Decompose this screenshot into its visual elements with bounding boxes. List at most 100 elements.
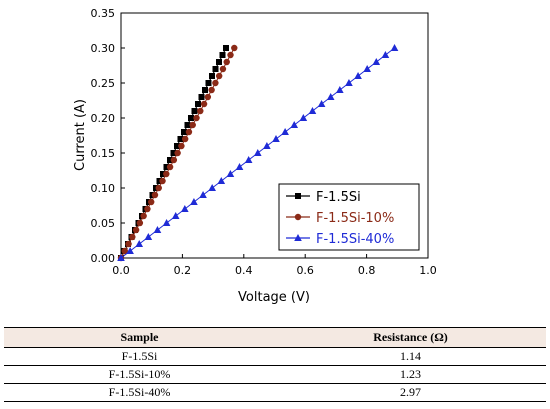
data-point (129, 233, 136, 241)
data-point (117, 254, 125, 261)
x-tick-label: 1.0 (419, 264, 437, 277)
y-tick-label: 0.10 (91, 182, 116, 195)
data-point (190, 198, 198, 205)
y-tick-label: 0.35 (91, 7, 116, 20)
data-point (326, 93, 335, 100)
y-tick-label: 0.30 (91, 42, 116, 55)
header-sample: Sample (4, 327, 275, 348)
data-point (184, 122, 191, 128)
legend: F-1.5Si F-1.5Si-10% F-1.5Si-40% (278, 183, 420, 251)
data-point (212, 79, 219, 87)
data-point (354, 72, 362, 79)
data-point (162, 219, 171, 226)
data-point (299, 114, 308, 121)
data-point (163, 164, 170, 170)
data-point (226, 170, 235, 177)
data-point (148, 198, 155, 206)
data-point (125, 240, 132, 248)
table-header-row: Sample Resistance (Ω) (4, 327, 546, 348)
data-point (177, 136, 184, 142)
data-point (178, 142, 185, 150)
data-point (181, 135, 189, 143)
data-point (155, 184, 162, 192)
data-point (166, 163, 174, 171)
data-point (135, 240, 144, 247)
data-point (372, 58, 381, 65)
x-tick-label: 0.0 (112, 264, 130, 277)
data-point (199, 191, 207, 198)
x-tick-label: 0.2 (174, 264, 192, 277)
y-tick-label: 0.05 (91, 217, 116, 230)
data-point (126, 247, 134, 254)
cell-sample: F-1.5Si-10% (4, 365, 275, 384)
series-3 (117, 44, 399, 261)
data-point (219, 65, 227, 73)
x-axis-ticks: 0.0 0.2 0.4 0.6 0.8 1.0 (112, 254, 437, 277)
data-point (144, 205, 151, 213)
plot-frame (120, 12, 429, 259)
table-row: F-1.5Si-10% 1.23 (4, 365, 546, 384)
x-tick-label: 0.8 (358, 264, 376, 277)
data-point (345, 79, 353, 86)
data-point (174, 149, 181, 157)
data-point (253, 149, 262, 156)
cell-resistance: 2.97 (275, 383, 546, 402)
x-axis-title: Voltage (V) (238, 290, 310, 305)
data-point (198, 94, 205, 100)
data-point (281, 128, 289, 135)
data-point (197, 107, 204, 115)
data-point (222, 45, 229, 51)
cell-sample: F-1.5Si-40% (4, 383, 275, 402)
table-row: F-1.5Si-40% 2.97 (4, 383, 546, 402)
data-point (151, 191, 159, 199)
table-row: F-1.5Si 1.14 (4, 347, 546, 366)
data-point (185, 128, 193, 136)
data-point (219, 52, 226, 58)
legend-label: F-1.5Si (316, 190, 361, 205)
data-point (193, 114, 200, 122)
data-point (227, 51, 234, 59)
cell-resistance: 1.23 (275, 365, 546, 384)
data-point (212, 66, 219, 72)
data-point (181, 205, 189, 212)
data-point (336, 86, 344, 93)
data-point (231, 44, 238, 52)
data-point (363, 65, 371, 72)
data-point (205, 80, 212, 86)
data-point (121, 247, 128, 255)
x-tick-label: 0.6 (296, 264, 314, 277)
data-point (163, 170, 170, 178)
legend-marker (294, 234, 302, 241)
data-point (200, 100, 208, 108)
data-point (204, 93, 212, 101)
data-point (390, 44, 399, 51)
data-point (290, 121, 299, 128)
y-axis-ticks: 0.00 0.05 0.10 0.15 0.20 0.25 0.30 0.35 (91, 7, 125, 265)
data-point (201, 87, 208, 93)
legend-marker (294, 213, 302, 221)
data-point (223, 58, 230, 66)
series-2 (117, 44, 238, 262)
data-point (170, 150, 177, 156)
data-point (136, 219, 144, 227)
data-point (159, 171, 166, 177)
data-point (166, 157, 173, 163)
data-point (187, 115, 194, 121)
header-resistance: Resistance (Ω) (275, 327, 546, 348)
data-point (194, 101, 201, 107)
data-point (180, 129, 187, 135)
data-point (263, 142, 271, 149)
data-point (215, 72, 223, 80)
data-point (208, 73, 215, 79)
data-point (173, 143, 180, 149)
data-point (159, 177, 166, 185)
legend-label: F-1.5Si-40% (316, 232, 394, 247)
data-point (171, 212, 180, 219)
data-point (132, 226, 140, 234)
data-point (244, 156, 253, 163)
data-point (208, 86, 215, 94)
data-point (189, 121, 196, 129)
y-tick-label: 0.20 (91, 112, 116, 125)
data-point (140, 212, 147, 220)
data-point (208, 184, 216, 191)
